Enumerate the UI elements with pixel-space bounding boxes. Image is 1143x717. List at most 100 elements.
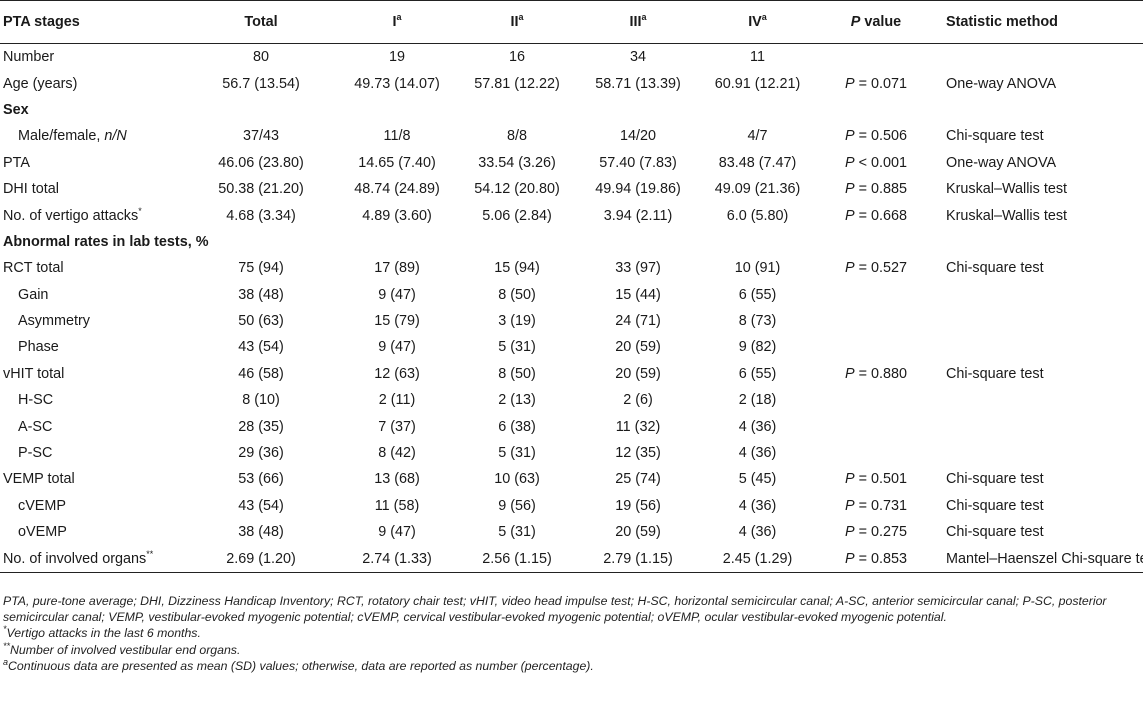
cell-p-value [809,308,943,334]
cell-stage-iv: 9 (82) [738,339,777,356]
cell-stage-ii: 54.12 (20.80) [474,181,560,198]
data-table: PTA stages Total Ia IIa IIIa IVa P value… [0,0,1143,573]
table-row: Asymmetry 50 (63) 15 (79) 3 (19) 24 (71) 8 (7… [0,308,1143,334]
cell-total: 56.7 (13.54) [222,75,300,92]
footnote-a-text: Continuous data are presented as mean (S… [8,658,594,673]
cell-method [943,440,1143,466]
cell-stage-i: 11 (58) [374,497,420,514]
cell-p-value [809,334,943,360]
cell-stage-iii: 15 (44) [615,286,661,303]
row-label-text: oVEMP [18,524,67,541]
cell-p-text: = 0.880 [858,365,908,382]
row-label-asc: A-SC [0,413,192,439]
cell-stage-ii: 15 (94) [494,260,540,277]
cell-method: Chi-square test [946,524,1044,541]
cell-stage-iv: 6.0 (5.80) [726,207,789,224]
header-stage-i-sup: a [396,12,402,23]
cell-method: Kruskal–Wallis test [946,207,1068,224]
cell-stage-iii: 3.94 (2.11) [603,207,673,224]
row-label-text: cVEMP [18,497,66,514]
cell-stage-iv: 4 (36) [738,418,777,435]
cell-method: One-way ANOVA [946,75,1057,92]
table-row: PTA 46.06 (23.80) 14.65 (7.40) 33.54 (3.26)… [0,150,1143,176]
footnote-abbreviations: PTA, pure-tone average; DHI, Dizziness H… [3,594,1107,625]
header-stage-iv-sup: a [761,12,767,23]
cell-stage-ii: 5.06 (2.84) [482,207,552,224]
row-label-vemp: VEMP total [0,466,192,492]
cell-total: 43 (54) [238,497,284,514]
cell-stage-iii: 20 (59) [615,365,661,382]
cell-stage-i: 11/8 [383,128,411,145]
cell-method [943,334,1143,360]
table-row: Phase 43 (54) 9 (47) 5 (31) 20 (59) 9 (82) [0,334,1143,360]
cell-p-italic: P [844,181,855,198]
row-label-pta: PTA [0,150,192,176]
row-label-phase: Phase [0,334,192,360]
header-row: PTA stages Total Ia IIa IIIa IVa P value… [0,1,1143,44]
cell-p-value: P = 0.506 [809,123,943,149]
table-row: oVEMP 38 (48) 9 (47) 5 (31) 20 (59) 4 (36) P =… [0,519,1143,545]
cell-p-value [809,282,943,308]
table-row: A-SC 28 (35) 7 (37) 6 (38) 11 (32) 4 (36) [0,413,1143,439]
cell-p-italic: P [844,524,855,541]
cell-stage-iv: 83.48 (7.47) [718,154,797,171]
cell-p-value: P = 0.853 [809,545,943,572]
cell-stage-iii: 33 (97) [615,260,661,277]
row-label-rct: RCT total [0,255,192,281]
cell-total: 46 (58) [238,365,284,382]
cell-p-value: P = 0.501 [809,466,943,492]
cell-total: 46.06 (23.80) [218,154,304,171]
cell-stage-i: 49.73 (14.07) [354,75,440,92]
row-label-text: No. of vertigo attacks [3,207,139,224]
cell-p-value [809,440,943,466]
cell-p-text: = 0.731 [858,497,908,514]
footnote-star-text: Vertigo attacks in the last 6 months. [6,626,201,641]
cell-stage-iv: 6 (55) [738,365,777,382]
cell-total: 50.38 (21.20) [218,181,304,198]
header-total: Total [244,14,278,30]
section-row-sex: Sex [0,97,1143,123]
cell-p-text: = 0.668 [858,207,908,224]
cell-total: 80 [252,49,269,66]
cell-p-value [809,413,943,439]
cell-p-text: = 0.071 [858,75,908,92]
header-stage-iv: IVa [706,1,809,44]
cell-total: 29 (36) [238,445,284,462]
cell-method: Chi-square test [946,128,1044,145]
row-label-organs: No. of involved organs** [0,545,192,572]
cell-stage-i: 13 (68) [374,471,420,488]
cell-p-italic: P [844,365,855,382]
cell-method: One-way ANOVA [946,154,1057,171]
cell-p-italic: P [844,75,855,92]
cell-method [943,282,1143,308]
row-label-text: Gain [18,286,49,303]
cell-stage-ii: 5 (31) [498,339,536,356]
cell-p-value: P = 0.527 [809,255,943,281]
table-row: cVEMP 43 (54) 11 (58) 9 (56) 19 (56) 4 (36) P … [0,493,1143,519]
header-stage-ii-sup: a [518,12,524,23]
cell-stage-ii: 16 [508,49,525,66]
footnote-double-star-text: Number of involved vestibular end organs… [10,642,241,657]
header-p-rest: value [860,14,902,30]
cell-stage-iv: 49.09 (21.36) [714,181,801,198]
cell-stage-i: 9 (47) [378,286,416,303]
header-stages: PTA stages [3,14,80,30]
row-label-text: RCT total [3,260,64,277]
cell-method: Chi-square test [946,365,1044,382]
table-row: P-SC 29 (36) 8 (42) 5 (31) 12 (35) 4 (36) [0,440,1143,466]
cell-p-value: P < 0.001 [809,150,943,176]
cell-total: 37/43 [242,128,279,145]
header-stage-ii-label: II [510,14,519,30]
cell-p-text: < 0.001 [858,154,908,171]
table-row: H-SC 8 (10) 2 (11) 2 (13) 2 (6) 2 (18) [0,387,1143,413]
table-row: Gain 38 (48) 9 (47) 8 (50) 15 (44) 6 (55) [0,282,1143,308]
cell-stage-ii: 33.54 (3.26) [478,154,556,171]
header-stage-iii: IIIa [570,1,706,44]
cell-stage-iii: 20 (59) [615,339,661,356]
cell-stage-iii: 11 (32) [615,418,661,435]
cell-method: Kruskal–Wallis test [946,181,1068,198]
cell-method [943,387,1143,413]
cell-stage-ii: 2.56 (1.15) [482,550,552,567]
cell-stage-iii: 57.40 (7.83) [599,154,677,171]
